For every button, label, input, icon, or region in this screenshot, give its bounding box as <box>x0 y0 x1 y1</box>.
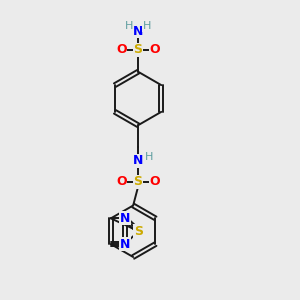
Text: N: N <box>133 154 143 167</box>
Text: S: S <box>134 175 142 188</box>
Text: N: N <box>119 212 130 225</box>
Text: O: O <box>116 175 127 188</box>
Text: N: N <box>119 238 130 250</box>
Text: S: S <box>134 225 143 238</box>
Text: N: N <box>133 25 143 38</box>
Text: S: S <box>134 44 142 56</box>
Text: H: H <box>143 21 151 31</box>
Text: H: H <box>125 21 134 31</box>
Text: O: O <box>150 44 160 56</box>
Text: O: O <box>116 44 127 56</box>
Text: O: O <box>150 175 160 188</box>
Text: H: H <box>145 152 153 162</box>
